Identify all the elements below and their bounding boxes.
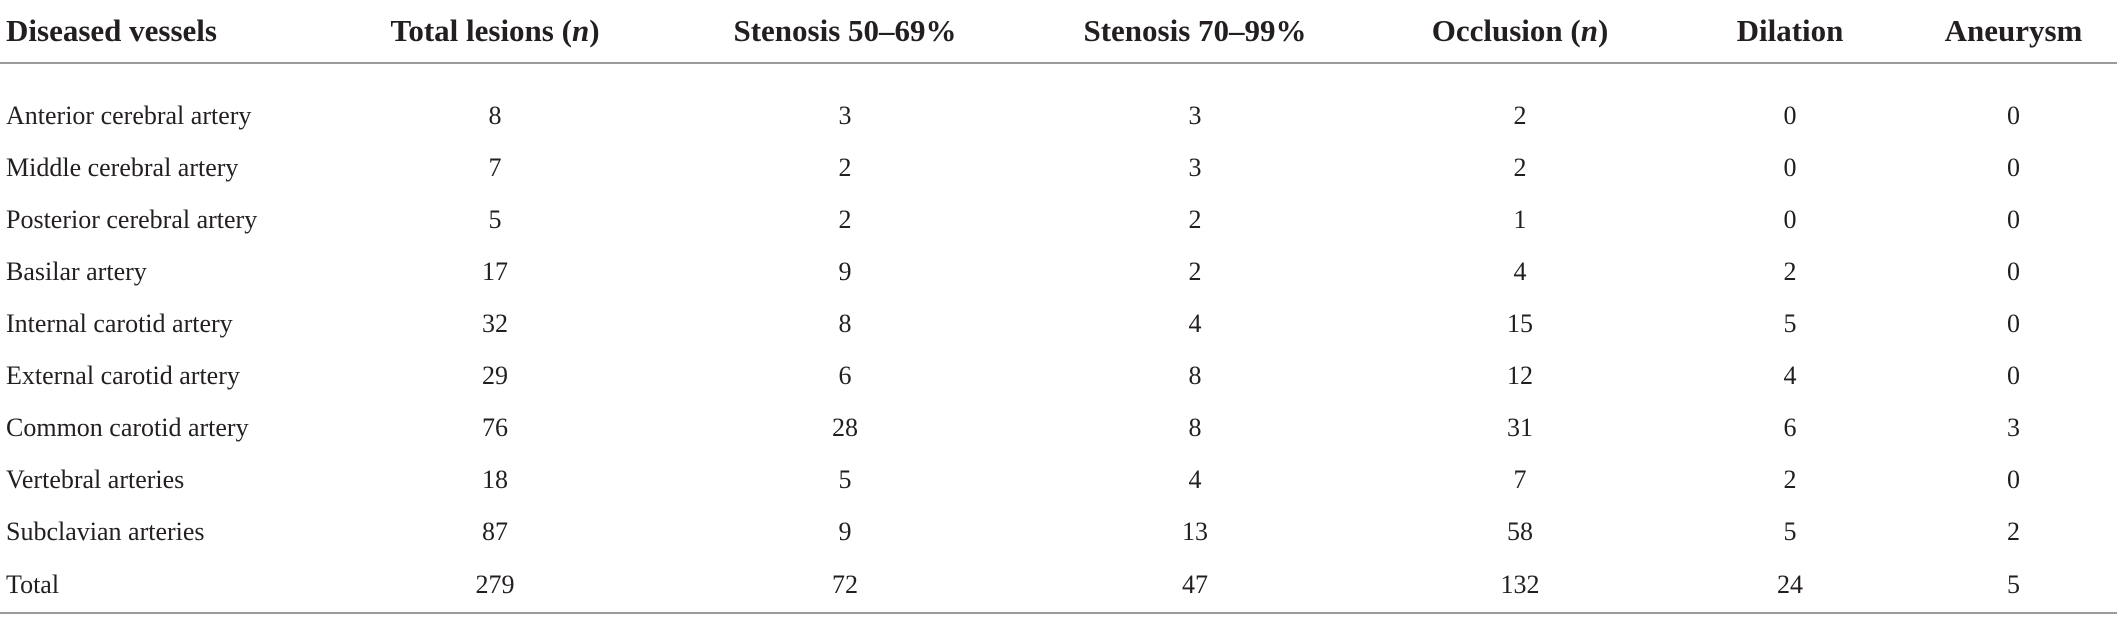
stenosis-70-99-cell: 4 [1188, 465, 1202, 494]
occlusion-cell: 15 [1507, 309, 1533, 338]
stenosis-50-69-cell: 9 [838, 517, 852, 546]
total-lesions-cell: 5 [488, 205, 502, 234]
table-row: Vertebral arteries 18 5 4 7 2 0 [0, 454, 2117, 506]
dilation-cell: 2 [1783, 465, 1797, 494]
aneurysm-cell: 2 [2007, 517, 2020, 546]
occlusion-cell: 4 [1513, 257, 1527, 286]
occlusion-cell: 1 [1513, 205, 1527, 234]
dilation-cell: 0 [1783, 101, 1797, 130]
spacer-cell [0, 63, 2117, 90]
aneurysm-cell: 0 [2007, 205, 2020, 234]
dilation-cell: 2 [1783, 257, 1797, 286]
occlusion-cell: 2 [1513, 153, 1527, 182]
table-row: Basilar artery 17 9 2 4 2 0 [0, 246, 2117, 298]
stenosis-50-69-cell: 5 [838, 465, 852, 494]
stenosis-50-69-cell: 2 [838, 205, 852, 234]
header-row: Diseased vessels Total lesions (n) Steno… [0, 0, 2117, 64]
dilation-cell: 24 [1670, 558, 1910, 614]
total-lesions-cell: 17 [482, 257, 508, 286]
total-lesions-cell: 279 [320, 558, 670, 614]
stenosis-50-69-cell: 3 [838, 101, 852, 130]
stenosis-70-99-cell: 2 [1188, 257, 1202, 286]
total-lesions-cell: 87 [482, 517, 508, 546]
vessel-name-cell: Common carotid artery [6, 413, 249, 442]
vessel-name-cell: Basilar artery [6, 257, 147, 286]
aneurysm-cell: 0 [2007, 309, 2020, 338]
vessel-name-cell: Vertebral arteries [6, 465, 185, 494]
aneurysm-cell: 5 [1910, 558, 2117, 614]
occlusion-cell: 2 [1513, 101, 1527, 130]
stenosis-70-99-cell: 13 [1182, 517, 1208, 546]
occlusion-cell: 31 [1507, 413, 1533, 442]
header-diseased-vessels: Diseased vessels [0, 0, 320, 64]
total-row: Total 279 72 47 132 24 5 [0, 558, 2117, 614]
vessel-name-cell: External carotid artery [6, 361, 240, 390]
occlusion-cell: 7 [1513, 465, 1527, 494]
total-label-cell: Total [0, 558, 320, 614]
stenosis-50-69-cell: 8 [838, 309, 852, 338]
stenosis-50-69-cell: 6 [838, 361, 852, 390]
table-spacer [0, 63, 2117, 90]
vessel-name-cell: Posterior cerebral artery [6, 205, 258, 234]
vessel-name-cell: Subclavian arteries [6, 517, 205, 546]
stenosis-70-99-cell: 47 [1020, 558, 1370, 614]
occlusion-cell: 58 [1507, 517, 1533, 546]
table-row: Posterior cerebral artery 5 2 2 1 0 0 [0, 194, 2117, 246]
dilation-cell: 0 [1783, 153, 1797, 182]
header-stenosis-50-69: Stenosis 50–69% [670, 0, 1020, 64]
stenosis-50-69-cell: 2 [838, 153, 852, 182]
stenosis-70-99-cell: 2 [1188, 205, 1202, 234]
table-row: External carotid artery 29 6 8 12 4 0 [0, 350, 2117, 402]
dilation-cell: 5 [1783, 517, 1797, 546]
table-row: Middle cerebral artery 7 2 3 2 0 0 [0, 142, 2117, 194]
table-row: Common carotid artery 76 28 8 31 6 3 [0, 402, 2117, 454]
table-body: Anterior cerebral artery 8 3 3 2 0 0 Mid… [0, 63, 2117, 614]
vessel-name-cell: Internal carotid artery [6, 309, 233, 338]
header-total-lesions: Total lesions (n) [320, 0, 670, 64]
total-lesions-cell: 7 [488, 153, 502, 182]
total-lesions-cell: 29 [482, 361, 508, 390]
dilation-cell: 4 [1783, 361, 1797, 390]
dilation-cell: 0 [1783, 205, 1797, 234]
header-aneurysm: Aneurysm [1910, 0, 2117, 64]
occlusion-cell: 132 [1370, 558, 1670, 614]
stenosis-50-69-cell: 28 [832, 413, 858, 442]
stenosis-70-99-cell: 4 [1188, 309, 1202, 338]
table-row: Internal carotid artery 32 8 4 15 5 0 [0, 298, 2117, 350]
total-lesions-cell: 18 [482, 465, 508, 494]
aneurysm-cell: 0 [2007, 361, 2020, 390]
aneurysm-cell: 0 [2007, 465, 2020, 494]
aneurysm-cell: 0 [2007, 257, 2020, 286]
aneurysm-cell: 3 [2007, 413, 2020, 442]
stenosis-70-99-cell: 8 [1188, 361, 1202, 390]
total-lesions-cell: 32 [482, 309, 508, 338]
aneurysm-cell: 0 [2007, 153, 2020, 182]
header-dilation: Dilation [1670, 0, 1910, 64]
dilation-cell: 6 [1783, 413, 1797, 442]
header-stenosis-70-99: Stenosis 70–99% [1020, 0, 1370, 64]
total-lesions-cell: 76 [482, 413, 508, 442]
stenosis-70-99-cell: 3 [1188, 101, 1202, 130]
stenosis-50-69-cell: 72 [670, 558, 1020, 614]
vessel-name-cell: Middle cerebral artery [6, 153, 239, 182]
stenosis-70-99-cell: 8 [1188, 413, 1202, 442]
stenosis-50-69-cell: 9 [838, 257, 852, 286]
vessel-name-cell: Anterior cerebral artery [6, 101, 252, 130]
occlusion-cell: 12 [1507, 361, 1533, 390]
stenosis-70-99-cell: 3 [1188, 153, 1202, 182]
header-occlusion: Occlusion (n) [1370, 0, 1670, 64]
total-lesions-cell: 8 [488, 101, 502, 130]
dilation-cell: 5 [1783, 309, 1797, 338]
table-header: Diseased vessels Total lesions (n) Steno… [0, 0, 2117, 64]
table-row: Anterior cerebral artery 8 3 3 2 0 0 [0, 90, 2117, 142]
aneurysm-cell: 0 [2007, 101, 2020, 130]
diseased-vessels-table: Diseased vessels Total lesions (n) Steno… [0, 0, 2117, 614]
table-row: Subclavian arteries 87 9 13 58 5 2 [0, 506, 2117, 558]
